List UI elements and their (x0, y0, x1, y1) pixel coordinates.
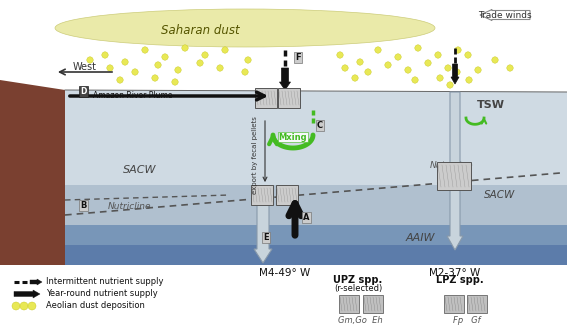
FancyBboxPatch shape (276, 185, 298, 205)
Circle shape (162, 54, 168, 60)
Text: UPZ spp.: UPZ spp. (333, 275, 383, 285)
Text: M2-37° W: M2-37° W (429, 268, 481, 278)
Circle shape (142, 47, 148, 53)
Circle shape (466, 77, 472, 83)
Ellipse shape (55, 9, 435, 47)
Text: Nutricline: Nutricline (108, 202, 152, 211)
Text: Saharan dust: Saharan dust (160, 24, 239, 37)
Circle shape (107, 65, 113, 71)
FancyArrow shape (14, 290, 40, 298)
Circle shape (152, 75, 158, 81)
FancyBboxPatch shape (251, 185, 273, 205)
Circle shape (175, 67, 181, 73)
Text: M4-49° W: M4-49° W (259, 268, 311, 278)
Circle shape (102, 52, 108, 58)
Text: D: D (80, 87, 86, 96)
Polygon shape (65, 225, 567, 265)
Circle shape (475, 67, 481, 73)
FancyArrow shape (480, 9, 530, 21)
FancyArrow shape (447, 92, 463, 250)
Circle shape (435, 52, 441, 58)
Circle shape (217, 65, 223, 71)
Circle shape (447, 82, 453, 88)
Text: F: F (295, 53, 301, 62)
Polygon shape (65, 185, 567, 225)
Text: Mxing: Mxing (279, 132, 307, 142)
Text: export by fecal pellets: export by fecal pellets (252, 116, 258, 194)
Circle shape (492, 57, 498, 63)
Text: West: West (73, 62, 97, 72)
Polygon shape (65, 245, 567, 265)
Circle shape (337, 52, 343, 58)
Text: B: B (80, 201, 86, 210)
Text: Year-round nutrient supply: Year-round nutrient supply (46, 289, 158, 299)
Text: Aeolian dust deposition: Aeolian dust deposition (46, 301, 145, 311)
Polygon shape (65, 90, 567, 265)
Circle shape (197, 60, 203, 66)
FancyBboxPatch shape (339, 295, 359, 313)
Circle shape (445, 65, 451, 71)
FancyArrow shape (254, 195, 272, 263)
Text: Gm,Go  Eh: Gm,Go Eh (338, 316, 382, 325)
Circle shape (507, 65, 513, 71)
Circle shape (28, 302, 36, 310)
Circle shape (117, 77, 123, 83)
FancyBboxPatch shape (363, 295, 383, 313)
Text: C: C (317, 121, 323, 130)
FancyArrow shape (30, 279, 42, 285)
Circle shape (245, 57, 251, 63)
FancyBboxPatch shape (444, 295, 464, 313)
Text: E: E (263, 233, 269, 242)
Circle shape (405, 67, 411, 73)
Text: SACW: SACW (123, 165, 156, 175)
Circle shape (132, 69, 138, 75)
Circle shape (465, 52, 471, 58)
Circle shape (455, 47, 461, 53)
Circle shape (342, 65, 348, 71)
Text: AAIW: AAIW (405, 233, 435, 243)
Circle shape (375, 47, 381, 53)
Circle shape (425, 60, 431, 66)
FancyBboxPatch shape (467, 295, 487, 313)
Text: A: A (303, 213, 310, 222)
Text: Intermittent nutrient supply: Intermittent nutrient supply (46, 278, 163, 286)
Polygon shape (0, 80, 65, 265)
Circle shape (357, 59, 363, 65)
Circle shape (20, 302, 28, 310)
FancyArrow shape (280, 68, 290, 90)
FancyBboxPatch shape (278, 88, 300, 108)
Circle shape (454, 69, 460, 75)
Circle shape (415, 45, 421, 51)
Circle shape (12, 302, 20, 310)
Circle shape (352, 75, 358, 81)
FancyBboxPatch shape (437, 162, 471, 190)
Circle shape (182, 45, 188, 51)
Circle shape (412, 77, 418, 83)
FancyArrow shape (451, 64, 459, 84)
Text: SACW: SACW (484, 190, 515, 200)
Polygon shape (65, 90, 567, 185)
Circle shape (222, 47, 228, 53)
Circle shape (395, 54, 401, 60)
Text: (r-selected): (r-selected) (334, 284, 382, 294)
Circle shape (155, 62, 161, 68)
Circle shape (242, 69, 248, 75)
Circle shape (202, 52, 208, 58)
Text: Amazon River Plume: Amazon River Plume (93, 92, 172, 100)
Circle shape (172, 79, 178, 85)
Circle shape (87, 57, 93, 63)
FancyBboxPatch shape (255, 88, 277, 108)
Text: TSW: TSW (477, 100, 505, 110)
Text: Trade winds: Trade winds (478, 10, 532, 20)
Circle shape (437, 75, 443, 81)
Circle shape (385, 62, 391, 68)
Text: LPZ spp.: LPZ spp. (436, 275, 484, 285)
Text: Fp   Gf: Fp Gf (453, 316, 481, 325)
Circle shape (122, 59, 128, 65)
Circle shape (365, 69, 371, 75)
Text: Nutricline: Nutricline (430, 161, 473, 170)
